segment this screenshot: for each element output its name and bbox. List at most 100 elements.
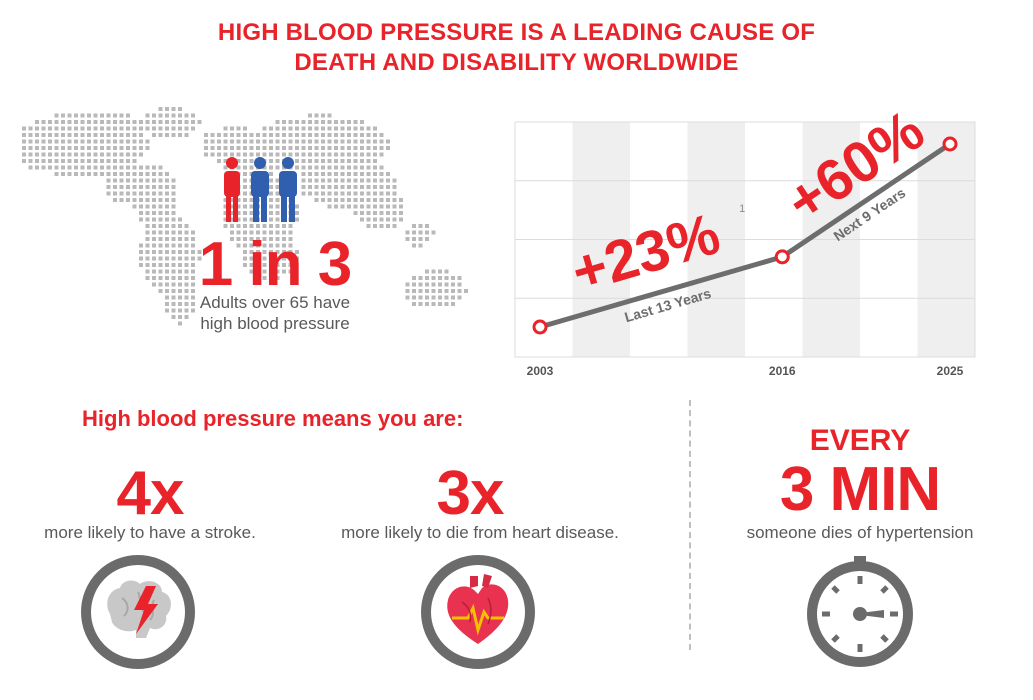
map-dot (191, 276, 195, 280)
map-dot (399, 211, 403, 215)
map-dot (191, 302, 195, 306)
map-dot (132, 172, 137, 176)
chart-tick-labels: 2003 2016 2025 (527, 364, 964, 378)
map-dot (145, 198, 150, 202)
map-dot (28, 165, 33, 170)
map-dot (22, 133, 26, 137)
map-dot (386, 178, 390, 183)
map-dot (191, 243, 195, 248)
map-dot (191, 113, 195, 118)
map-dot (275, 191, 280, 196)
map-dot (373, 198, 377, 202)
map-dot (353, 185, 358, 189)
map-dot (119, 198, 124, 202)
map-dot (327, 172, 332, 176)
map-dot (158, 165, 163, 170)
map-dot (178, 113, 182, 118)
map-dot (366, 126, 371, 131)
person-icon-blue-1 (251, 157, 269, 222)
map-dot (340, 185, 345, 189)
map-dot (236, 211, 241, 215)
map-dot (379, 165, 384, 170)
map-dot (353, 139, 358, 144)
map-dot (236, 230, 241, 235)
map-dot (418, 237, 423, 241)
map-dot (340, 172, 345, 176)
map-dot (74, 152, 78, 157)
map-dot (35, 165, 39, 170)
map-dot (152, 282, 156, 287)
map-dot (67, 165, 72, 170)
map-dot (48, 120, 52, 124)
map-dot (425, 237, 429, 241)
map-dot (87, 165, 91, 170)
map-dot (113, 152, 117, 157)
map-dot (243, 243, 247, 248)
map-dot (145, 139, 150, 144)
map-dot (210, 139, 215, 144)
map-dot (158, 256, 163, 261)
map-dot (152, 113, 156, 118)
map-dot (327, 120, 332, 124)
map-dot (275, 146, 280, 150)
map-dot (366, 178, 371, 183)
map-dot (392, 224, 397, 228)
map-dot (171, 237, 176, 241)
map-dot (295, 126, 299, 131)
map-dot (256, 139, 260, 144)
map-dot (223, 211, 228, 215)
map-dot (236, 165, 241, 170)
map-dot (379, 178, 384, 183)
map-dot (223, 133, 228, 137)
map-dot (308, 178, 312, 183)
map-dot (171, 243, 176, 248)
map-dot (61, 126, 65, 131)
map-dot (178, 126, 182, 131)
map-dot (418, 295, 423, 300)
map-dot (347, 185, 351, 189)
map-dot (243, 139, 247, 144)
map-dot (308, 191, 312, 196)
map-dot (308, 126, 312, 131)
map-dot (301, 152, 306, 157)
map-dot (145, 211, 150, 215)
map-dot (178, 269, 182, 274)
map-dot (126, 198, 130, 202)
map-dot (165, 172, 169, 176)
map-dot (340, 146, 345, 150)
map-dot (106, 120, 111, 124)
map-dot (366, 185, 371, 189)
map-dot (217, 152, 221, 157)
map-dot (158, 178, 163, 183)
map-dot (347, 204, 351, 209)
map-dot (152, 211, 156, 215)
map-dot (412, 289, 416, 293)
map-dot (301, 133, 306, 137)
map-dot (269, 152, 273, 157)
map-dot (347, 159, 351, 163)
map-dot (171, 185, 176, 189)
map-dot (275, 256, 280, 261)
map-dot (243, 224, 247, 228)
map-dot (308, 152, 312, 157)
heart-stat: 3x (436, 459, 505, 528)
map-dot (334, 165, 338, 170)
map-dot (230, 139, 234, 144)
map-dot (191, 120, 195, 124)
map-dot (100, 159, 104, 163)
map-dot (282, 120, 286, 124)
map-dot (100, 139, 104, 144)
map-dot (126, 113, 130, 118)
map-dot (145, 217, 150, 222)
map-dot (106, 126, 111, 131)
map-dot (210, 133, 215, 137)
map-dot (230, 133, 234, 137)
map-dot (178, 237, 182, 241)
map-dot (41, 133, 46, 137)
map-dot (282, 133, 286, 137)
map-dot (178, 243, 182, 248)
map-dot (191, 289, 195, 293)
map-dot (412, 237, 416, 241)
map-dot (373, 224, 377, 228)
map-dot (61, 172, 65, 176)
